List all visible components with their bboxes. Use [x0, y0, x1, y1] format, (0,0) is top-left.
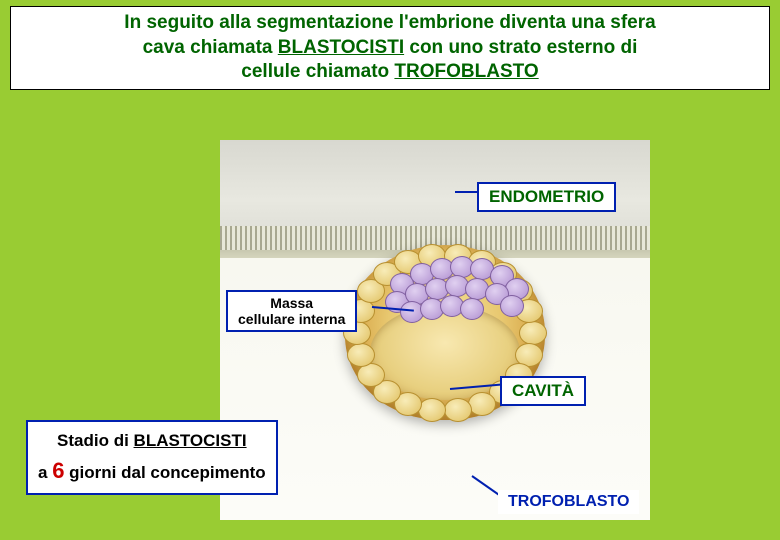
title-box: In seguito alla segmentazione l'embrione… [10, 6, 770, 90]
title-text-2a: cava chiamata [143, 37, 278, 58]
stage-l2-num: 6 [52, 458, 64, 483]
label-massa: Massa cellulare interna [226, 290, 357, 332]
title-term-2: TROFOBLASTO [394, 61, 538, 82]
trophoblast-cell [347, 343, 375, 367]
title-term-1: BLASTOCISTI [278, 37, 404, 58]
leader-line-endometrio [455, 191, 479, 193]
label-trofoblasto: TROFOBLASTO [498, 490, 639, 514]
trophoblast-cell [468, 392, 496, 416]
inner-cell [500, 295, 524, 317]
stage-l2-pre: a [38, 463, 52, 482]
title-text-3a: cellule chiamato [241, 61, 394, 82]
trophoblast-cell [519, 321, 547, 345]
stage-l1-term: BLASTOCISTI [134, 431, 247, 450]
label-endometrio: ENDOMETRIO [477, 182, 616, 212]
stage-l1-pre: Stadio di [57, 431, 134, 450]
label-cavita: CAVITÀ [500, 376, 586, 406]
trophoblast-cell [444, 398, 472, 422]
inner-cell [460, 298, 484, 320]
stage-box: Stadio di BLASTOCISTI a 6 giorni dal con… [26, 420, 278, 495]
stage-l2-post: giorni dal concepimento [64, 463, 265, 482]
title-text-2b: con uno strato esterno di [404, 37, 637, 58]
label-massa-l2: cellulare interna [238, 311, 345, 327]
label-massa-l1: Massa [270, 295, 313, 311]
trophoblast-cell [418, 398, 446, 422]
title-text-1: In seguito alla segmentazione l'embrione… [124, 12, 655, 33]
